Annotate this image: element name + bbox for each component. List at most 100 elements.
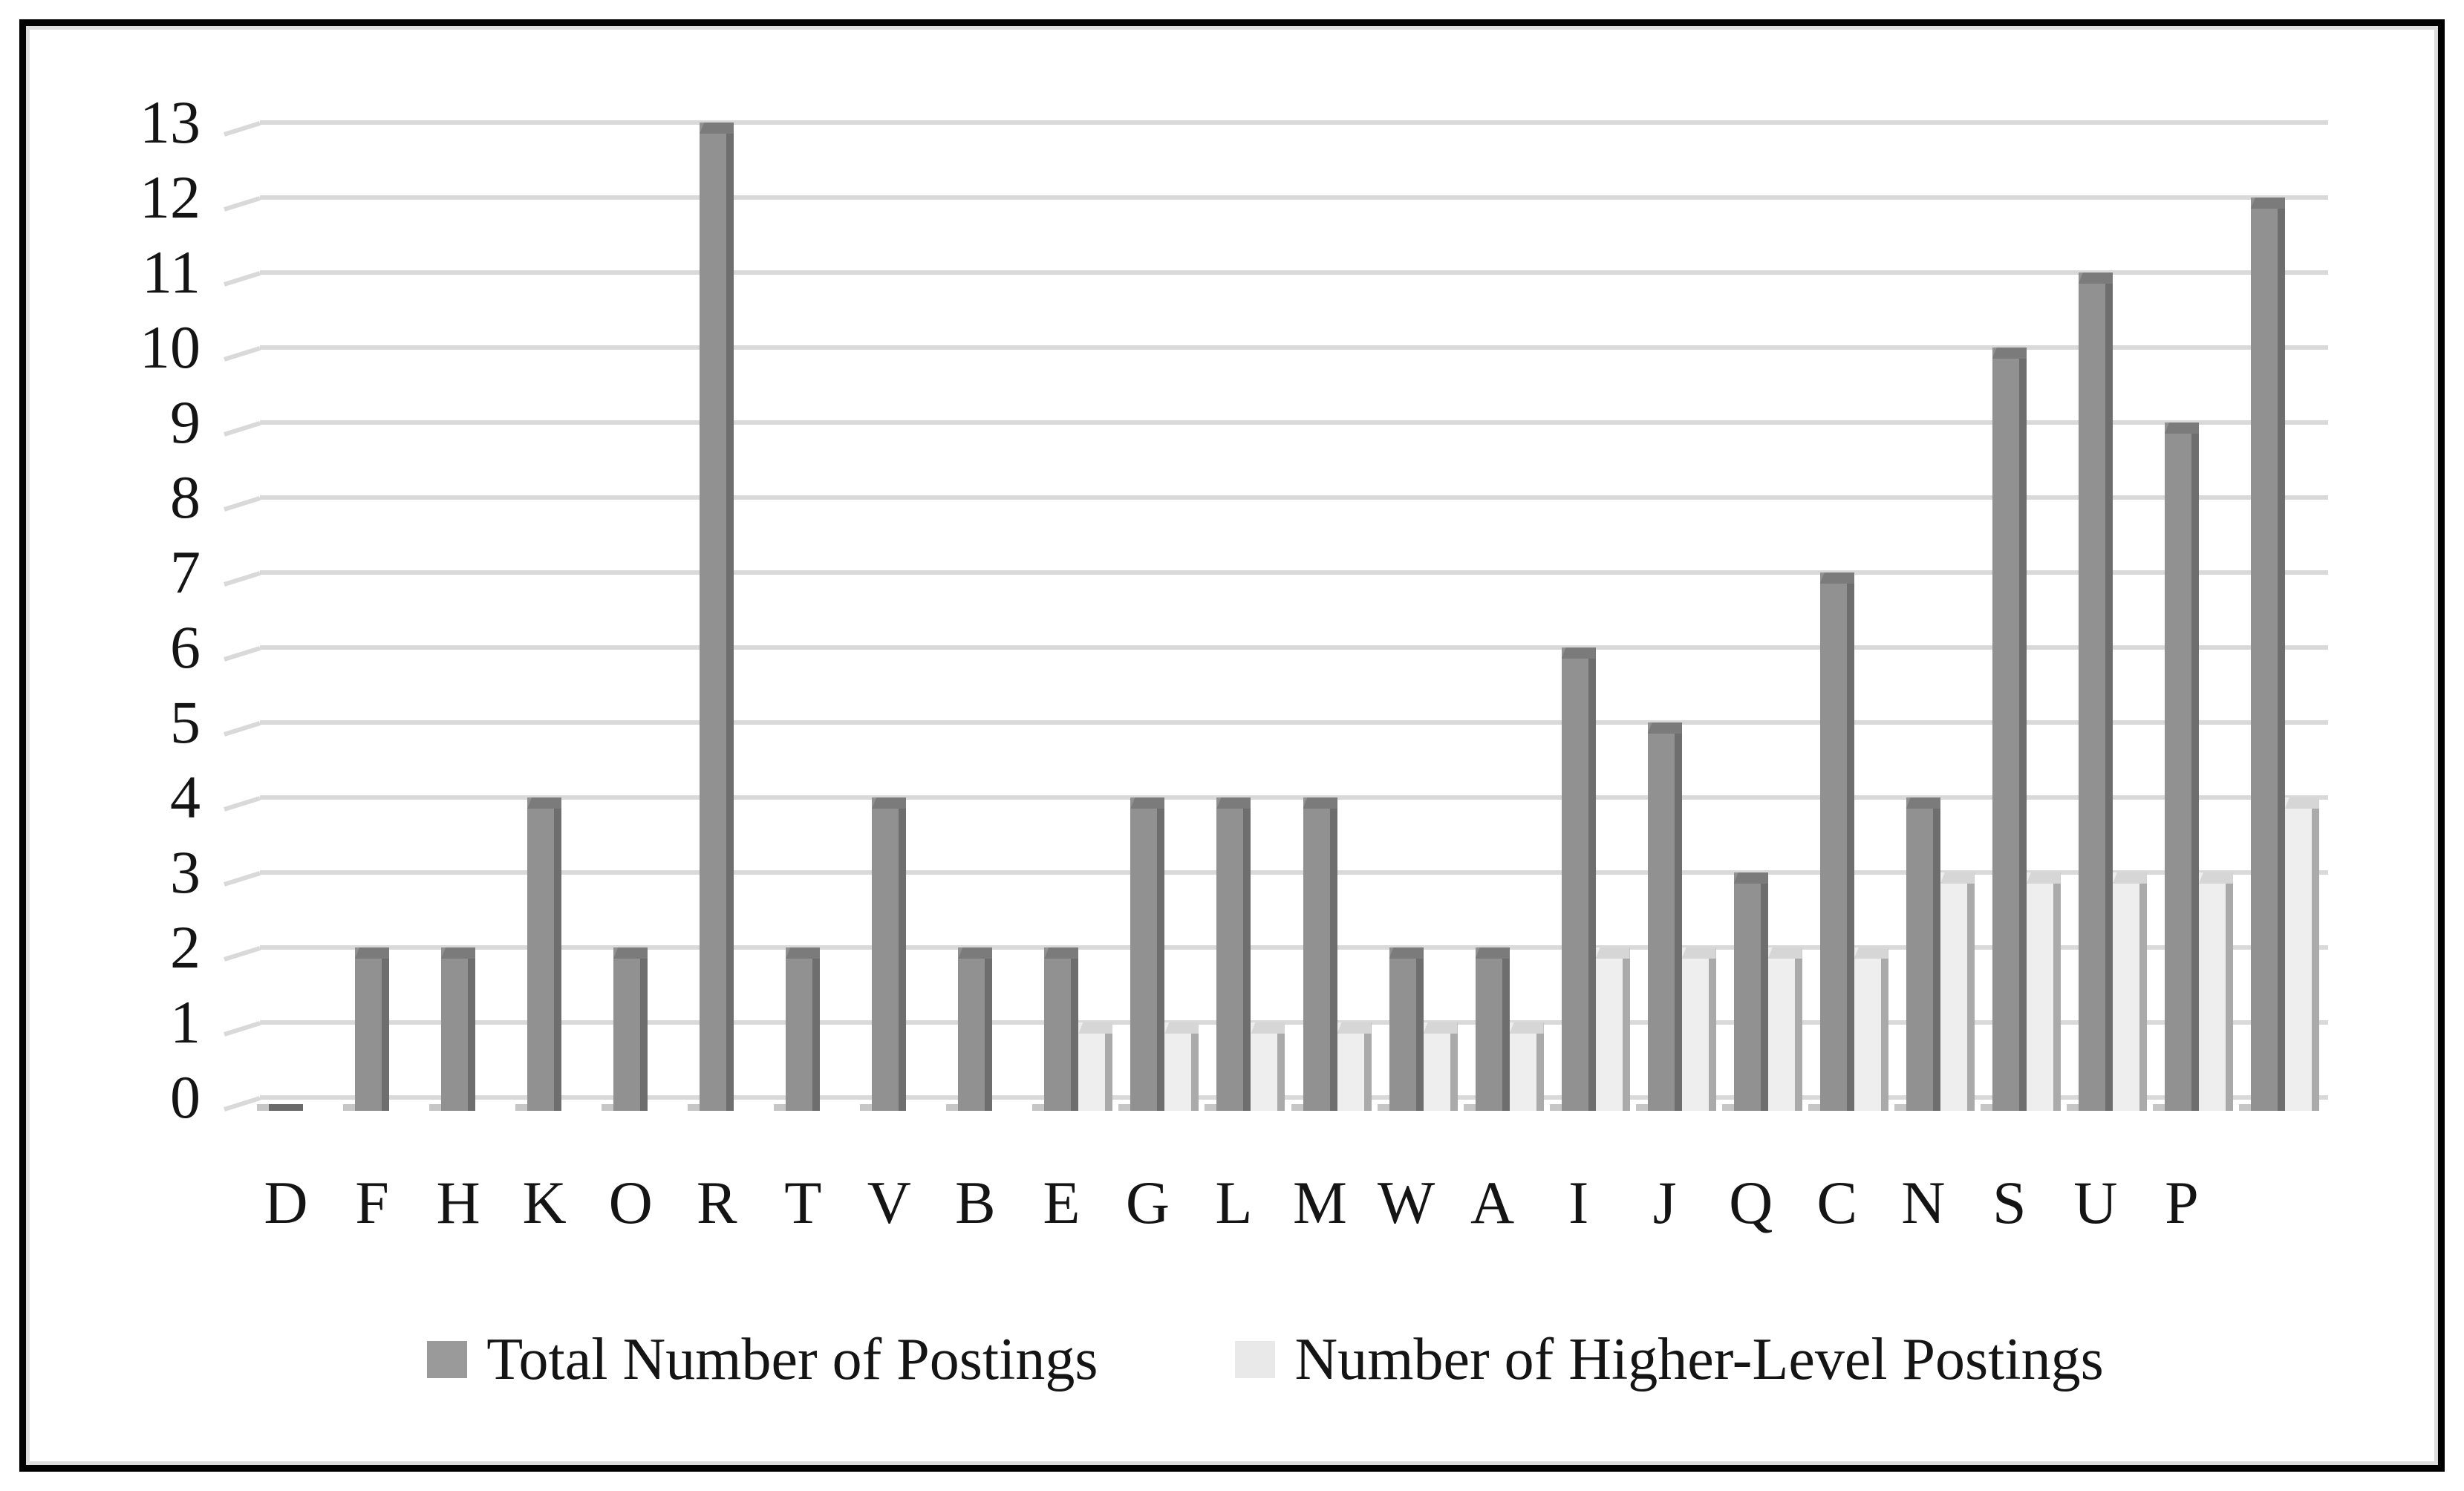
bar-top-cap-icon bbox=[872, 797, 907, 809]
y-tick-wing-icon bbox=[224, 871, 261, 887]
legend-swatch-total-icon bbox=[427, 1341, 468, 1378]
y-tick-label: 5 bbox=[170, 688, 201, 756]
bar-top-cap-icon bbox=[355, 947, 390, 959]
legend-label-total: Total Number of Postings bbox=[486, 1327, 1098, 1392]
bar-higher-P bbox=[2198, 872, 2233, 1111]
x-category-label-I: I bbox=[1568, 1169, 1589, 1236]
y-tick-label: 11 bbox=[142, 238, 201, 306]
y-tick-wing-icon bbox=[224, 796, 261, 812]
x-category-label-W: W bbox=[1377, 1169, 1435, 1236]
bar-total-Q bbox=[1733, 872, 1768, 1111]
bar-total-I bbox=[1561, 647, 1596, 1111]
bar-top-cap-icon bbox=[1561, 647, 1596, 659]
x-category-label-D: D bbox=[264, 1169, 308, 1236]
bar-top-cap-icon bbox=[700, 123, 734, 134]
bar-top-cap-icon bbox=[1767, 947, 1802, 959]
bar-total-D-zero bbox=[269, 1104, 304, 1111]
bar-top-cap-icon bbox=[2164, 422, 2199, 434]
bar-top-cap-icon bbox=[1130, 797, 1165, 809]
bar-top-cap-icon bbox=[1854, 947, 1888, 959]
bar-top-cap-icon bbox=[613, 947, 648, 959]
y-tick-wing-icon bbox=[224, 646, 261, 662]
chart-inner-frame-line bbox=[26, 26, 2438, 1465]
bar-top-cap-icon bbox=[1303, 797, 1337, 809]
bar-higher-G bbox=[1164, 1022, 1199, 1111]
bar-total-V bbox=[872, 797, 907, 1111]
bar-top-cap-icon bbox=[2078, 273, 2113, 284]
bar-top-cap-icon bbox=[1078, 1022, 1113, 1034]
x-category-label-V: V bbox=[867, 1169, 911, 1236]
bar-top-cap-icon bbox=[2026, 872, 2061, 884]
bar-top-cap-icon bbox=[1733, 872, 1768, 884]
x-category-label-F: F bbox=[355, 1169, 389, 1236]
bar-total-R bbox=[700, 123, 734, 1111]
bar-total-A bbox=[1475, 947, 1510, 1111]
bar-higher-N bbox=[1940, 872, 1975, 1111]
x-category-label-U: U bbox=[2073, 1169, 2118, 1236]
bar-top-cap-icon bbox=[1681, 947, 1716, 959]
bar-top-cap-icon bbox=[958, 947, 993, 959]
x-category-label-N: N bbox=[1901, 1169, 1946, 1236]
bar-total-E bbox=[1044, 947, 1079, 1111]
y-tick-wing-icon bbox=[224, 121, 261, 137]
bar-top-cap-icon bbox=[527, 797, 562, 809]
bar-top-cap-icon bbox=[1389, 947, 1424, 959]
y-tick-label: 1 bbox=[170, 988, 201, 1056]
bar-top-cap-icon bbox=[1647, 722, 1682, 734]
bar-top-cap-icon bbox=[1216, 797, 1251, 809]
bar-higher-last bbox=[2284, 797, 2319, 1111]
y-tick-wing-icon bbox=[224, 571, 261, 587]
y-tick-label: 0 bbox=[170, 1063, 201, 1131]
bar-higher-M bbox=[1337, 1022, 1372, 1111]
bar-top-cap-icon bbox=[1251, 1022, 1285, 1034]
bar-higher-U bbox=[2112, 872, 2147, 1111]
bar-higher-I bbox=[1595, 947, 1630, 1111]
bar-top-cap-icon bbox=[1044, 947, 1079, 959]
y-tick-wing-icon bbox=[224, 496, 261, 512]
x-category-label-S: S bbox=[1992, 1169, 2027, 1236]
y-tick-wing-icon bbox=[224, 421, 261, 437]
bar-top-cap-icon bbox=[2250, 198, 2285, 209]
bar-total-M bbox=[1303, 797, 1337, 1111]
x-category-label-M: M bbox=[1293, 1169, 1347, 1236]
y-tick-wing-icon bbox=[224, 271, 261, 287]
bar-top-cap-icon bbox=[1992, 348, 2027, 359]
chart-outer-frame bbox=[19, 19, 2445, 1472]
x-category-label-B: B bbox=[954, 1169, 996, 1236]
y-tick-wing-icon bbox=[224, 346, 261, 362]
bar-top-cap-icon bbox=[1423, 1022, 1458, 1034]
bar-top-cap-icon bbox=[1940, 872, 1975, 884]
x-category-label-R: R bbox=[696, 1169, 737, 1236]
x-category-label-E: E bbox=[1043, 1169, 1081, 1236]
bar-higher-S bbox=[2026, 872, 2061, 1111]
y-tick-label: 7 bbox=[170, 538, 201, 606]
y-tick-label: 2 bbox=[170, 913, 201, 981]
bar-higher-C bbox=[1854, 947, 1888, 1111]
bar-total-K bbox=[527, 797, 562, 1111]
bar-top-cap-icon bbox=[441, 947, 476, 959]
legend-entry-total: Total Number of Postings bbox=[427, 1325, 1098, 1394]
x-category-label-K: K bbox=[522, 1169, 567, 1236]
y-tick-wing-icon bbox=[224, 196, 261, 212]
y-tick-label: 10 bbox=[140, 313, 201, 381]
bar-total-U bbox=[2078, 273, 2113, 1111]
y-tick-label: 13 bbox=[140, 88, 201, 156]
x-category-label-J: J bbox=[1652, 1169, 1677, 1236]
y-tick-wing-icon bbox=[224, 946, 261, 962]
bar-total-F bbox=[355, 947, 390, 1111]
x-category-label-A: A bbox=[1470, 1169, 1515, 1236]
legend-entry-higher: Number of Higher-Level Postings bbox=[1235, 1325, 2104, 1394]
bar-total-L bbox=[1216, 797, 1251, 1111]
bar-top-cap-icon bbox=[1595, 947, 1630, 959]
y-tick-wing-icon bbox=[224, 1021, 261, 1037]
bar-top-cap-icon bbox=[786, 947, 821, 959]
x-category-label-P: P bbox=[2165, 1169, 2199, 1236]
bar-total-S bbox=[1992, 348, 2027, 1111]
bar-higher-L bbox=[1251, 1022, 1285, 1111]
bar-higher-E bbox=[1078, 1022, 1113, 1111]
legend-label-higher: Number of Higher-Level Postings bbox=[1294, 1327, 2104, 1392]
bar-total-J bbox=[1647, 722, 1682, 1111]
y-tick-label: 6 bbox=[170, 613, 201, 681]
